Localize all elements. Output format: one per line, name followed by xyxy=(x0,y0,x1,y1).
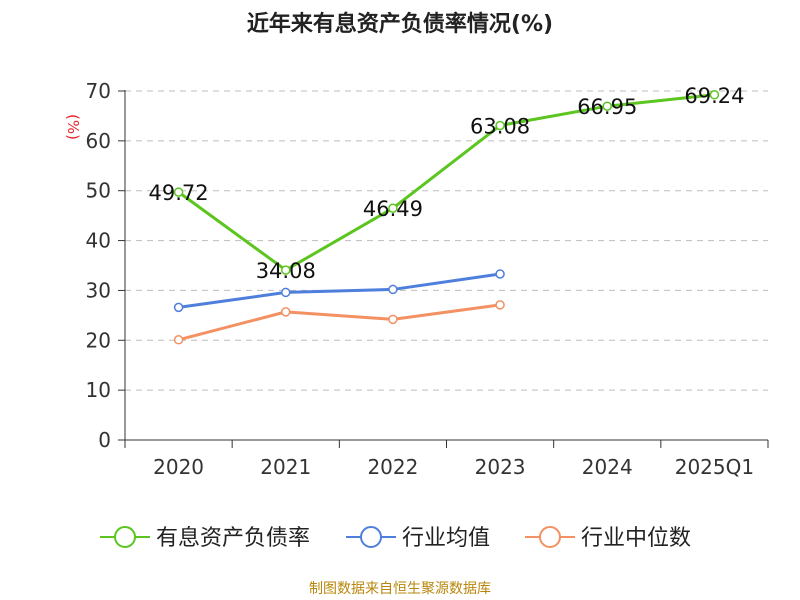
x-tick-label: 2025Q1 xyxy=(675,455,754,479)
y-tick-label: 30 xyxy=(86,278,111,302)
data-point xyxy=(495,269,505,279)
legend-marker xyxy=(360,526,382,548)
legend-label: 有息资产负债率 xyxy=(156,526,310,551)
data-point xyxy=(388,284,398,295)
series-line xyxy=(178,272,501,309)
data-label: 66.95 xyxy=(577,95,637,119)
data-label: 49.72 xyxy=(149,181,209,205)
y-tick-label: 10 xyxy=(86,378,111,402)
data-point xyxy=(281,287,291,298)
legend-marker xyxy=(539,526,561,548)
data-point xyxy=(173,302,184,313)
data-point xyxy=(281,265,291,275)
y-tick-label: 70 xyxy=(86,79,111,103)
y-axis-label: (%) xyxy=(64,114,82,140)
data-point xyxy=(495,120,505,131)
data-point xyxy=(388,203,398,213)
y-tick-label: 50 xyxy=(86,179,111,203)
legend-marker xyxy=(114,526,136,548)
data-point xyxy=(281,307,291,317)
legend-label: 行业中位数 xyxy=(581,526,691,551)
y-tick-label: 40 xyxy=(86,229,111,253)
data-point xyxy=(709,90,720,100)
y-tick-label: 0 xyxy=(98,428,111,452)
data-label: 46.49 xyxy=(363,197,423,221)
x-tick-label: 2023 xyxy=(475,455,526,479)
series-line xyxy=(178,303,501,342)
data-label: 69.24 xyxy=(684,84,744,108)
data-point xyxy=(388,314,398,325)
x-tick-label: 2020 xyxy=(153,455,204,479)
data-label: 34.08 xyxy=(256,259,316,283)
x-tick-label: 2024 xyxy=(582,455,633,479)
data-point xyxy=(602,101,612,111)
legend-label: 行业均值 xyxy=(402,526,490,551)
data-point xyxy=(495,300,505,310)
data-label: 63.08 xyxy=(470,115,530,139)
x-tick-label: 2022 xyxy=(367,455,418,479)
y-tick-label: 60 xyxy=(86,129,111,153)
data-point xyxy=(173,187,184,197)
series-line xyxy=(177,93,715,272)
chart-title: 近年来有息资产负债率情况(%) xyxy=(246,12,554,37)
y-tick-label: 20 xyxy=(86,328,111,352)
source-footer: 制图数据来自恒生聚源数据库 xyxy=(309,581,491,597)
x-tick-label: 2021 xyxy=(260,455,311,479)
data-point xyxy=(173,335,184,345)
